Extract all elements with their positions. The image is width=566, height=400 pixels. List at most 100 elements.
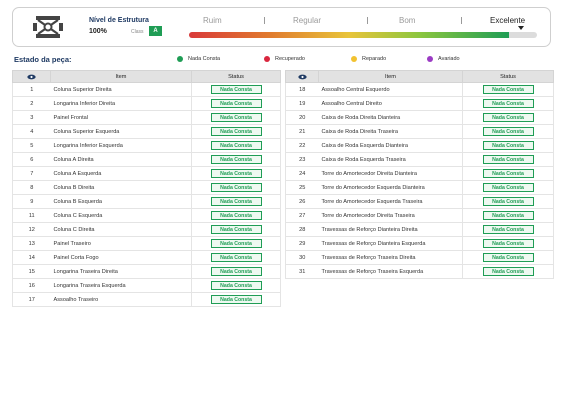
scale-divider: [264, 17, 265, 24]
row-item-name: Travessas de Reforço Traseira Direita: [318, 250, 463, 265]
table-header-row: Item Status: [12, 70, 281, 83]
table-row: 26 Torre do Amortecedor Esquerda Traseira…: [285, 194, 554, 209]
row-item-name: Coluna B Direita: [50, 180, 192, 195]
row-status-cell: Nada Consta: [462, 264, 554, 279]
class-label: Class: [131, 29, 144, 35]
eye-icon: [297, 74, 307, 79]
table-row: 15 Longarina Traseira Direita Nada Consta: [12, 264, 281, 279]
status-badge: Nada Consta: [210, 281, 262, 290]
status-badge: Nada Consta: [482, 85, 534, 94]
row-number: 5: [12, 138, 51, 153]
table-row: 14 Painel Corta Fogo Nada Consta: [12, 250, 281, 265]
row-status-cell: Nada Consta: [462, 110, 554, 125]
row-number: 12: [12, 222, 51, 237]
row-status-cell: Nada Consta: [462, 208, 554, 223]
scale-divider: [461, 17, 462, 24]
quality-progress-fill: [189, 32, 510, 38]
row-status-cell: Nada Consta: [191, 278, 281, 293]
row-status-cell: Nada Consta: [191, 96, 281, 111]
scale-label-bom: Bom: [399, 16, 416, 25]
row-item-name: Torre do Amortecedor Esquerda Dianteira: [318, 180, 463, 195]
row-status-cell: Nada Consta: [191, 110, 281, 125]
status-badge: Nada Consta: [482, 267, 534, 276]
parts-table-right: Item Status 18 Assoalho Central Esquerdo N…: [285, 70, 554, 279]
row-item-name: Coluna C Direita: [50, 222, 192, 237]
part-state-title: Estado da peça:: [14, 55, 72, 64]
row-item-name: Travessas de Reforço Dianteira Direita: [318, 222, 463, 237]
row-number: 27: [285, 208, 319, 223]
table-row: 11 Coluna C Esquerda Nada Consta: [12, 208, 281, 223]
row-number: 29: [285, 236, 319, 251]
status-badge: Nada Consta: [482, 141, 534, 150]
status-badge: Nada Consta: [482, 197, 534, 206]
legend-label: Nada Consta: [188, 56, 221, 62]
class-badge: A: [149, 26, 162, 36]
row-item-name: Travessas de Reforço Traseira Esquerda: [318, 264, 463, 279]
row-status-cell: Nada Consta: [462, 250, 554, 265]
row-item-name: Assoalho Central Direito: [318, 96, 463, 111]
legend-item-reparado: Reparado: [351, 56, 386, 62]
table-row: 9 Coluna B Esquerda Nada Consta: [12, 194, 281, 209]
row-item-name: Caixa de Roda Esquerda Dianteira: [318, 138, 463, 153]
status-badge: Nada Consta: [210, 169, 262, 178]
row-item-name: Torre do Amortecedor Direita Traseira: [318, 208, 463, 223]
table-row: 13 Painel Traseiro Nada Consta: [12, 236, 281, 251]
row-number: 19: [285, 96, 319, 111]
legend-item-recuperado: Recuperado: [264, 56, 305, 62]
row-status-cell: Nada Consta: [191, 194, 281, 209]
row-status-cell: Nada Consta: [462, 180, 554, 195]
table-row: 16 Longarina Traseira Esquerda Nada Consta: [12, 278, 281, 293]
legend-item-nada-consta: Nada Consta: [177, 56, 220, 62]
status-badge: Nada Consta: [482, 169, 534, 178]
status-badge: Nada Consta: [210, 211, 262, 220]
table-row: 24 Torre do Amortecedor Direita Dianteira…: [285, 166, 554, 181]
row-number: 31: [285, 264, 319, 279]
row-number: 26: [285, 194, 319, 209]
status-badge: Nada Consta: [210, 127, 262, 136]
table-header-status: Status: [191, 70, 281, 83]
table-header-item: Item: [50, 70, 192, 83]
row-item-name: Painel Corta Fogo: [50, 250, 192, 265]
legend-label: Reparado: [362, 56, 387, 62]
table-row: 12 Coluna C Direita Nada Consta: [12, 222, 281, 237]
structure-level-percent: 100%: [89, 28, 107, 35]
status-badge: Nada Consta: [210, 239, 262, 248]
table-row: 17 Assoalho Traseiro Nada Consta: [12, 292, 281, 307]
scale-marker-icon: [518, 26, 524, 30]
row-number: 24: [285, 166, 319, 181]
structure-level-title: Nível de Estrutura: [89, 17, 149, 24]
status-badge: Nada Consta: [210, 295, 262, 304]
row-item-name: Caixa de Roda Esquerda Traseira: [318, 152, 463, 167]
table-row: 6 Coluna A Direita Nada Consta: [12, 152, 281, 167]
row-status-cell: Nada Consta: [462, 166, 554, 181]
row-item-name: Assoalho Traseiro: [50, 292, 192, 307]
row-number: 8: [12, 180, 51, 195]
row-item-name: Caixa de Roda Direita Traseira: [318, 124, 463, 139]
table-row: 1 Coluna Superior Direita Nada Consta: [12, 82, 281, 97]
table-row: 8 Coluna B Direita Nada Consta: [12, 180, 281, 195]
status-badge: Nada Consta: [482, 183, 534, 192]
row-item-name: Painel Frontal: [50, 110, 192, 125]
table-row: 31 Travessas de Reforço Traseira Esquerda…: [285, 264, 554, 279]
row-item-name: Longarina Inferior Direita: [50, 96, 192, 111]
row-status-cell: Nada Consta: [191, 152, 281, 167]
row-item-name: Longarina Traseira Esquerda: [50, 278, 192, 293]
row-number: 15: [12, 264, 51, 279]
row-status-cell: Nada Consta: [191, 82, 281, 97]
status-badge: Nada Consta: [210, 197, 262, 206]
scale-divider: [367, 17, 368, 24]
row-item-name: Coluna Superior Direita: [50, 82, 192, 97]
quality-scale-labels: Ruim Regular Bom Excelente: [189, 16, 537, 28]
row-number: 1: [12, 82, 51, 97]
row-number: 25: [285, 180, 319, 195]
status-badge: Nada Consta: [210, 183, 262, 192]
table-row: 19 Assoalho Central Direito Nada Consta: [285, 96, 554, 111]
row-status-cell: Nada Consta: [191, 166, 281, 181]
row-status-cell: Nada Consta: [191, 138, 281, 153]
row-number: 17: [12, 292, 51, 307]
status-badge: Nada Consta: [210, 85, 262, 94]
table-row: 2 Longarina Inferior Direita Nada Consta: [12, 96, 281, 111]
status-badge: Nada Consta: [482, 253, 534, 262]
row-item-name: Caixa de Roda Direita Dianteira: [318, 110, 463, 125]
yellow-dot-icon: [351, 56, 357, 62]
